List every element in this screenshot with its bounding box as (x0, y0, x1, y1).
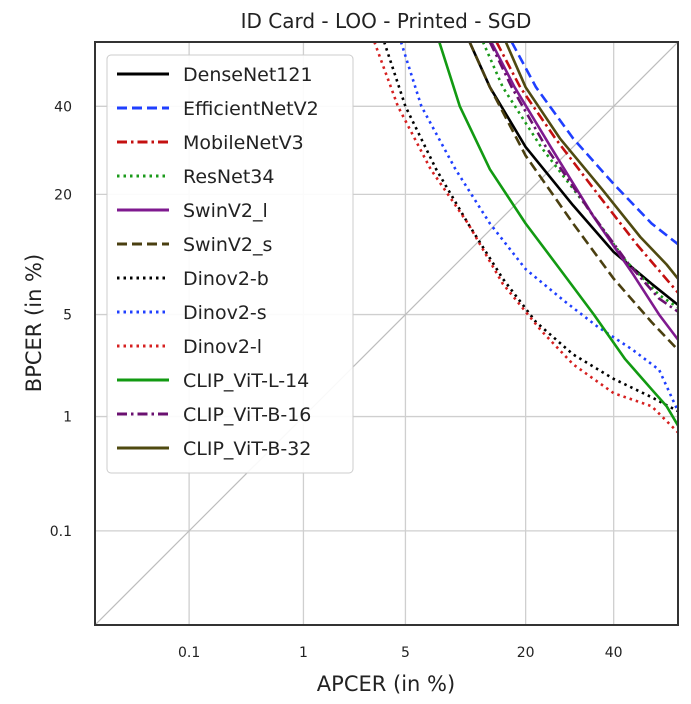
x-tick-label: 40 (605, 645, 623, 661)
x-tick-label: 5 (401, 645, 410, 661)
y-tick-label: 20 (54, 187, 72, 203)
legend-label: CLIP_ViT-B-16 (183, 404, 311, 426)
chart-title: ID Card - LOO - Printed - SGD (241, 9, 532, 33)
diagonal-reference (95, 42, 678, 625)
plot-frame (94, 41, 679, 626)
legend-label: SwinV2_l (183, 200, 268, 222)
series-lines (373, 42, 678, 434)
legend-label: Dinov2-s (183, 302, 267, 324)
series-line-dinov2-b (382, 42, 678, 413)
series-line-clip-vit-b-32 (504, 42, 678, 280)
y-tick-label: 40 (54, 99, 72, 115)
legend-label: Dinov2-l (183, 336, 262, 358)
legend: DenseNet121 EfficientNetV2 MobileNetV3 ResN… (106, 54, 354, 474)
x-tick-label: 0.1 (178, 645, 200, 661)
series-line-swinv2-s (468, 42, 678, 351)
legend-label: DenseNet121 (183, 64, 313, 86)
series-line-swinv2-l (490, 42, 678, 341)
y-tick-label: 1 (63, 410, 72, 426)
legend-label: EfficientNetV2 (183, 98, 319, 120)
legend-label: CLIP_ViT-L-14 (183, 370, 309, 392)
legend-label: MobileNetV3 (183, 132, 304, 154)
legend-label: Dinov2-b (183, 268, 269, 290)
legend-label: CLIP_ViT-B-32 (183, 438, 311, 460)
x-axis-label: APCER (in %) (317, 672, 455, 696)
y-tick-label: 5 (63, 308, 72, 324)
legend-label: ResNet34 (183, 166, 274, 188)
diagonal-line (95, 42, 678, 625)
tick-labels: 0.1 1 5 20 40 0.1 1 5 20 40 (50, 99, 623, 661)
legend-box (106, 54, 354, 474)
series-line-clip-vit-l-14 (438, 42, 678, 427)
series-line-clip-vit-b-16 (488, 42, 678, 313)
y-axis-label: BPCER (in %) (22, 254, 46, 392)
y-tick-label: 0.1 (50, 524, 72, 540)
x-tick-label: 20 (517, 645, 535, 661)
legend-label: SwinV2_s (183, 234, 272, 256)
series-line-dinov2-s (399, 42, 678, 412)
x-tick-label: 1 (299, 645, 308, 661)
